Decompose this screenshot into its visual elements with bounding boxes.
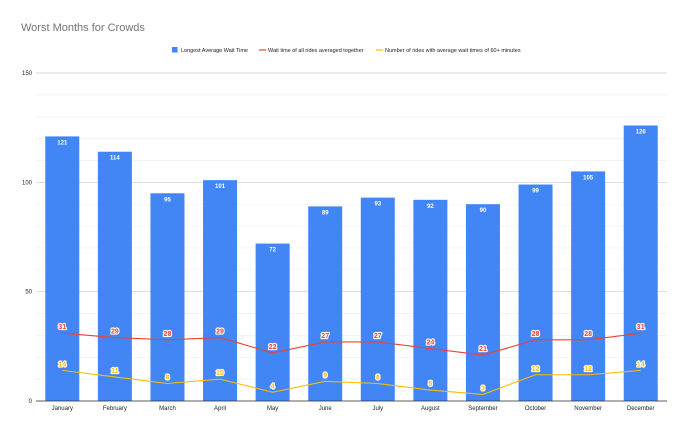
bar — [518, 184, 553, 401]
bar — [623, 125, 658, 401]
line-data-label: 11 — [111, 368, 119, 375]
line-data-label: 22 — [269, 344, 277, 351]
line-data-label: 14 — [58, 361, 66, 368]
line-data-label: 14 — [637, 361, 645, 368]
line-data-label: 5 — [428, 381, 432, 388]
x-tick-label: September — [468, 406, 497, 412]
line-data-label: 29 — [111, 329, 119, 336]
legend-label: Longest Average Wait Time — [181, 48, 248, 54]
bar-data-label: 121 — [57, 140, 68, 146]
bar — [308, 206, 343, 401]
x-tick-label: December — [627, 406, 655, 412]
bar — [571, 171, 606, 401]
bar-data-label: 99 — [532, 189, 539, 195]
line-data-label: 8 — [376, 375, 380, 382]
bar — [465, 204, 500, 401]
x-tick-label: October — [525, 406, 546, 412]
line-data-label: 21 — [479, 346, 487, 353]
line-data-label: 12 — [584, 366, 592, 373]
legend: Longest Average Wait Time Wait time of al… — [172, 47, 521, 54]
line-data-label: 8 — [166, 375, 170, 382]
bar-data-label: 89 — [322, 210, 329, 216]
bar — [45, 136, 80, 401]
line-data-label: 27 — [321, 333, 329, 340]
bar-data-label: 126 — [636, 129, 647, 135]
axes: 0 50 100 150 January February March April May Jun… — [22, 71, 667, 412]
bar-data-label: 101 — [215, 184, 226, 190]
line-data-label: 3 — [481, 385, 485, 392]
line-data-label: 28 — [164, 331, 172, 338]
chart-title: Worst Months for Crowds — [21, 22, 145, 34]
line-data-label: 12 — [532, 366, 540, 373]
y-tick-label: 100 — [22, 180, 33, 186]
bar — [413, 199, 448, 401]
line-data-label: 10 — [216, 370, 224, 377]
y-tick-label: 150 — [22, 71, 33, 77]
line-data-label: 4 — [271, 383, 275, 390]
bar — [360, 197, 395, 401]
legend-swatch — [172, 47, 178, 53]
bar-data-label: 72 — [269, 248, 276, 254]
bar-data-label: 93 — [374, 202, 381, 208]
grid — [36, 72, 667, 402]
bar — [150, 193, 185, 401]
bar-data-label: 90 — [480, 208, 487, 214]
bar-data-label: 105 — [583, 175, 594, 181]
line-data-label: 31 — [58, 324, 66, 331]
x-tick-label: April — [214, 406, 226, 412]
x-tick-label: May — [267, 406, 278, 412]
y-tick-label: 50 — [25, 290, 32, 296]
bar-data-label: 95 — [164, 197, 171, 203]
series-line — [62, 369, 641, 395]
line-data-label: 27 — [374, 333, 382, 340]
x-tick-label: July — [372, 406, 383, 412]
x-tick-label: March — [159, 406, 176, 412]
bar — [203, 180, 238, 401]
bar — [97, 151, 132, 401]
x-tick-label: August — [421, 406, 440, 412]
bar — [255, 243, 290, 401]
series-line — [62, 332, 641, 356]
legend-label: Number of rides with average wait times … — [385, 48, 521, 54]
line-data-label: 9 — [323, 372, 327, 379]
bar-data-label: 114 — [110, 156, 120, 162]
legend-label: Wait time of all rides averaged together — [268, 48, 364, 54]
line-data-label: 31 — [637, 324, 645, 331]
bar-data-label: 92 — [427, 204, 434, 210]
line-data-label: 28 — [584, 331, 592, 338]
line-data-label: 24 — [426, 340, 434, 347]
line-series — [62, 332, 641, 395]
x-tick-label: June — [319, 406, 333, 412]
bar-series — [45, 125, 658, 401]
line-data-label: 29 — [216, 329, 224, 336]
x-tick-label: February — [103, 406, 127, 412]
x-tick-label: January — [52, 406, 73, 412]
y-tick-label: 0 — [29, 399, 33, 405]
line-data-label: 28 — [532, 331, 540, 338]
x-tick-label: November — [574, 406, 602, 412]
